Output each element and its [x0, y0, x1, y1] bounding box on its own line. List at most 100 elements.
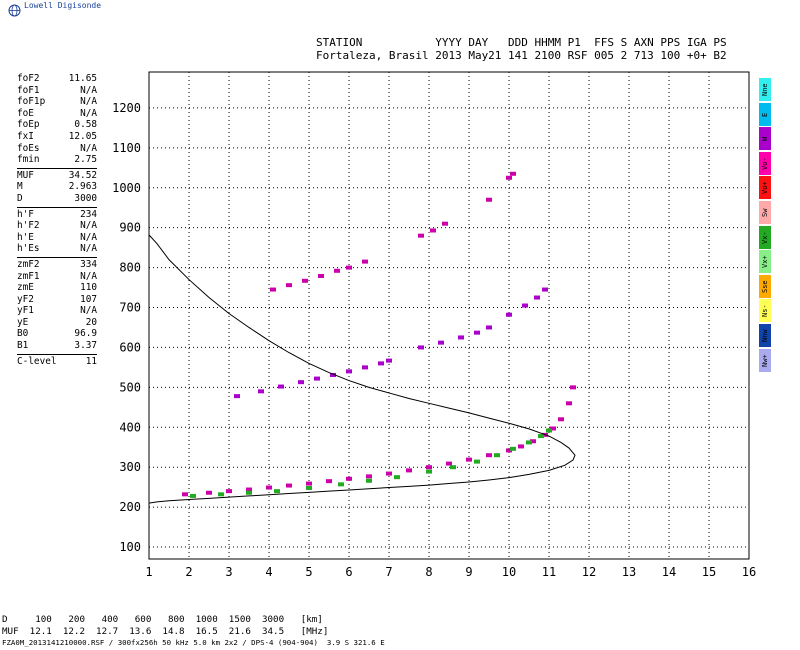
param-key: zmF1	[17, 270, 40, 282]
echo-point	[526, 440, 532, 445]
echo-point	[270, 287, 276, 292]
echo-point	[438, 340, 444, 345]
panel-separator	[17, 167, 97, 169]
echo-point	[346, 369, 352, 374]
legend-item: Nw+	[759, 348, 771, 372]
echo-point	[442, 221, 448, 226]
polarization-legend: Nne E W Vo- Vo+ Sw Vx- Vx+ Sse Ns- Nnw Nw+	[759, 78, 771, 373]
echo-point	[246, 490, 252, 495]
param-key: C-level	[17, 355, 57, 367]
y-tick-label: 600	[119, 340, 141, 354]
echo-point	[570, 385, 576, 390]
echo-point	[362, 365, 368, 370]
plot-frame	[148, 71, 750, 560]
param-value: 11	[85, 355, 97, 367]
param-row: foF2 11.65	[17, 73, 97, 85]
x-tick-label: 9	[465, 565, 472, 579]
x-tick-label: 14	[662, 565, 676, 579]
muf-row: MUF 12.1 12.2 12.7 13.6 14.8 16.5 21.6 3…	[2, 626, 329, 637]
echo-point	[266, 485, 272, 490]
header-labels: STATION YYYY DAY DDD HHMM P1 FFS S AXN P…	[316, 36, 727, 49]
param-value: 12.05	[68, 130, 97, 142]
echo-point	[334, 268, 340, 273]
echo-point	[378, 361, 384, 366]
param-row: zmF1 N/A	[17, 271, 97, 283]
echo-point	[386, 358, 392, 363]
param-key: yF2	[17, 293, 34, 305]
y-tick-label: 1200	[112, 101, 141, 115]
muf-table: D 100 200 400 600 800 1000 1500 3000 [km…	[2, 614, 328, 638]
param-row: fxI 12.05	[17, 131, 97, 143]
param-key: yE	[17, 316, 29, 328]
panel-separator	[17, 206, 97, 208]
param-value: 234	[80, 208, 97, 220]
model-profile-curve	[148, 234, 576, 504]
param-row: foEs N/A	[17, 143, 97, 155]
echo-point	[406, 468, 412, 473]
param-value: 96.9	[74, 328, 97, 340]
y-tick-label: 700	[119, 301, 141, 315]
legend-item: Vo+	[759, 176, 771, 200]
echo-point	[510, 446, 516, 451]
echo-point	[394, 475, 400, 480]
echo-point	[418, 233, 424, 238]
echo-point	[206, 490, 212, 495]
echo-point	[486, 325, 492, 330]
x-tick-label: 12	[582, 565, 596, 579]
x-tick-label: 2	[185, 565, 192, 579]
param-value: N/A	[80, 270, 97, 282]
echo-point	[318, 273, 324, 278]
param-row: foEp 0.58	[17, 119, 97, 131]
echo-point	[450, 465, 456, 470]
param-key: foF2	[17, 73, 40, 84]
param-value: 0.58	[74, 119, 97, 131]
param-value: 3000	[74, 192, 97, 204]
echo-point	[506, 448, 512, 453]
echo-point	[306, 481, 312, 486]
param-value: N/A	[80, 84, 97, 96]
echo-point	[182, 492, 188, 497]
param-row: D 3000	[17, 193, 97, 205]
param-value: N/A	[80, 142, 97, 154]
legend-item: Sw	[759, 200, 771, 224]
echo-point	[518, 444, 524, 449]
echo-point	[426, 469, 432, 474]
x-tick-label: 4	[265, 565, 272, 579]
param-value: 11.65	[68, 73, 97, 84]
param-key: M	[17, 181, 23, 193]
echo-point	[446, 461, 452, 466]
globe-icon	[8, 4, 21, 17]
y-tick-label: 1000	[112, 181, 141, 195]
param-value: 334	[80, 258, 97, 270]
legend-item: Sse	[759, 274, 771, 298]
echo-point	[346, 265, 352, 270]
echo-point	[542, 287, 548, 292]
echo-point	[218, 492, 224, 497]
echo-point	[274, 489, 280, 494]
logo-text: Lowell Digisonde	[24, 1, 102, 10]
echo-point	[278, 384, 284, 389]
param-key: foE	[17, 107, 34, 119]
param-row: h'E N/A	[17, 232, 97, 244]
param-value: 107	[80, 293, 97, 305]
param-value: N/A	[80, 96, 97, 108]
echo-point	[530, 439, 536, 444]
param-value: N/A	[80, 107, 97, 119]
header-values: Fortaleza, Brasil 2013 May21 141 2100 RS…	[316, 49, 727, 62]
echo-point	[306, 485, 312, 490]
echo-point	[386, 471, 392, 476]
param-value: 3.37	[74, 340, 97, 352]
param-key: D	[17, 192, 23, 204]
param-key: B1	[17, 340, 29, 352]
echo-point	[534, 295, 540, 300]
param-key: foF1p	[17, 96, 46, 108]
echo-point	[418, 345, 424, 350]
x-tick-label: 7	[385, 565, 392, 579]
param-row: B1 3.37	[17, 340, 97, 352]
panel-separator	[17, 256, 97, 258]
echo-point	[338, 482, 344, 487]
echo-point	[190, 493, 196, 498]
echo-point	[510, 171, 516, 176]
param-value: 20	[85, 316, 97, 328]
legend-item: Nnw	[759, 323, 771, 347]
